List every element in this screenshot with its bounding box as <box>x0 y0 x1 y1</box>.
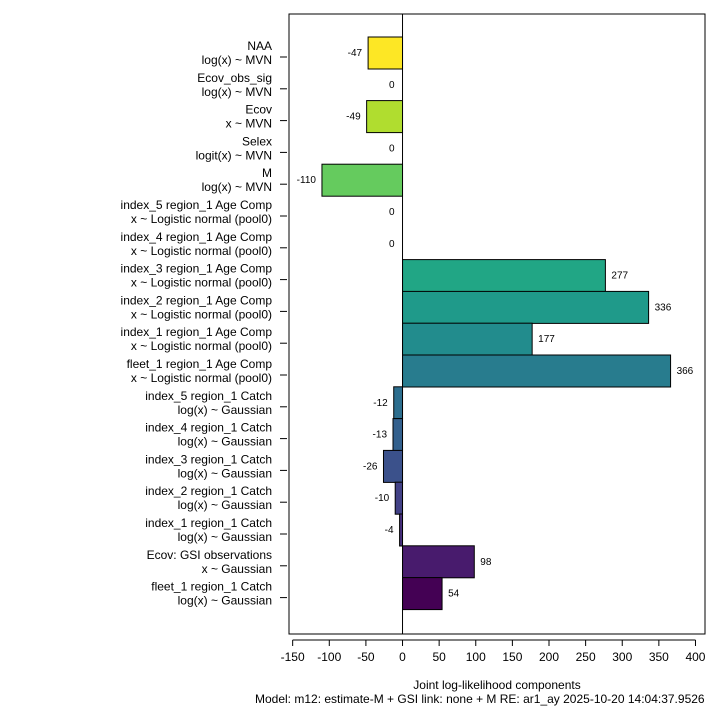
x-tick-label-2: -50 <box>357 650 375 664</box>
category-label-line2-13: log(x) ~ Gaussian <box>178 466 272 480</box>
bar-value-label-2: -49 <box>346 112 361 123</box>
bar-value-label-13: -26 <box>363 461 378 472</box>
category-label-line1-12: index_4 region_1 Catch <box>145 421 272 435</box>
category-label-line1-10: fleet_1 region_1 Age Comp <box>127 357 273 371</box>
category-label-line2-14: log(x) ~ Gaussian <box>178 498 272 512</box>
bar-9 <box>402 322 533 356</box>
category-label-line2-11: log(x) ~ Gaussian <box>178 403 272 417</box>
x-axis-title: Joint log-likelihood components <box>413 678 580 692</box>
category-label-line2-1: log(x) ~ MVN <box>202 85 272 99</box>
category-label-line2-10: x ~ Logistic normal (pool0) <box>131 371 272 385</box>
x-tick-label-1: -100 <box>317 650 341 664</box>
category-label-line2-4: log(x) ~ MVN <box>202 180 272 194</box>
plot-frame <box>288 13 706 635</box>
bar-10 <box>402 354 672 388</box>
x-tick-label-11: 400 <box>685 650 705 664</box>
category-label-line1-4: M <box>262 166 272 180</box>
x-tick-label-8: 250 <box>576 650 596 664</box>
category-label-line2-7: x ~ Logistic normal (pool0) <box>131 276 272 290</box>
category-label-line2-5: x ~ Logistic normal (pool0) <box>131 212 272 226</box>
category-label-line2-16: x ~ Gaussian <box>202 562 272 576</box>
category-label-line2-8: x ~ Logistic normal (pool0) <box>131 307 272 321</box>
category-label-line1-14: index_2 region_1 Catch <box>145 484 272 498</box>
bar-value-label-12: -13 <box>373 430 388 441</box>
category-label-line1-7: index_3 region_1 Age Comp <box>121 262 273 276</box>
x-tick-label-5: 100 <box>466 650 486 664</box>
bar-value-label-17: 54 <box>448 589 460 600</box>
x-tick-label-9: 300 <box>612 650 632 664</box>
category-label-line1-13: index_3 region_1 Catch <box>145 452 272 466</box>
bar-value-label-6: 0 <box>389 239 395 250</box>
category-label-line2-0: log(x) ~ MVN <box>202 53 272 67</box>
category-label-line1-3: Selex <box>242 134 272 148</box>
bar-0 <box>367 36 404 70</box>
bar-value-label-1: 0 <box>389 80 395 91</box>
category-label-line1-16: Ecov: GSI observations <box>147 548 272 562</box>
bar-7 <box>402 259 606 293</box>
category-label-line1-0: NAA <box>247 39 272 53</box>
category-label-line1-2: Ecov <box>245 103 272 117</box>
x-tick-label-7: 200 <box>539 650 559 664</box>
bar-value-label-4: -110 <box>297 175 317 186</box>
x-tick-label-10: 350 <box>649 650 669 664</box>
bar-value-label-7: 277 <box>611 271 628 282</box>
category-label-line1-11: index_5 region_1 Catch <box>145 389 272 403</box>
category-label-line1-8: index_2 region_1 Age Comp <box>121 293 273 307</box>
bar-value-label-10: 366 <box>677 366 694 377</box>
category-label-line1-17: fleet_1 region_1 Catch <box>151 580 272 594</box>
category-label-line1-9: index_1 region_1 Age Comp <box>121 325 273 339</box>
bar-value-label-9: 177 <box>538 334 555 345</box>
x-tick-label-0: -150 <box>281 650 305 664</box>
bar-14 <box>394 481 404 515</box>
bars-group: -47 0 -49 0 -110 0 0 277 336 177 366 -12 -13 -26 -10 -4… <box>297 14 694 634</box>
category-label-line2-15: log(x) ~ Gaussian <box>178 530 272 544</box>
chart-subtitle: Model: m12: estimate-M + GSI link: none … <box>255 692 705 706</box>
bar-8 <box>402 290 650 324</box>
x-tick-label-6: 150 <box>502 650 522 664</box>
bar-value-label-16: 98 <box>480 557 492 568</box>
x-tick-label-3: 0 <box>399 650 406 664</box>
bar-16 <box>402 545 475 579</box>
bar-value-label-5: 0 <box>389 207 395 218</box>
bar-12 <box>392 418 404 452</box>
bar-value-label-11: -12 <box>373 398 388 409</box>
category-label-line2-6: x ~ Logistic normal (pool0) <box>131 244 272 258</box>
category-label-line1-1: Ecov_obs_sig <box>197 71 272 85</box>
x-tick-label-4: 50 <box>432 650 446 664</box>
category-label-line2-9: x ~ Logistic normal (pool0) <box>131 339 272 353</box>
bar-2 <box>366 100 404 134</box>
x-axis: -150 -100 -50 0 50 100 150 200 250 300 350 400 <box>281 639 706 664</box>
category-label-line1-15: index_1 region_1 Catch <box>145 516 272 530</box>
bar-11 <box>393 386 404 420</box>
bar-value-label-0: -47 <box>348 48 363 59</box>
category-label-line2-3: logit(x) ~ MVN <box>196 148 272 162</box>
bar-value-label-15: -4 <box>385 525 394 536</box>
category-label-line2-17: log(x) ~ Gaussian <box>178 594 272 608</box>
category-label-line1-5: index_5 region_1 Age Comp <box>121 198 273 212</box>
category-label-line2-12: log(x) ~ Gaussian <box>178 435 272 449</box>
bar-4 <box>321 163 404 197</box>
bar-value-label-3: 0 <box>389 143 395 154</box>
bar-value-label-8: 336 <box>655 302 672 313</box>
bar-value-label-14: -10 <box>375 493 390 504</box>
bar-13 <box>382 449 404 483</box>
bar-17 <box>402 577 443 611</box>
category-label-line1-6: index_4 region_1 Age Comp <box>121 230 273 244</box>
category-label-line2-2: x ~ MVN <box>226 117 272 131</box>
